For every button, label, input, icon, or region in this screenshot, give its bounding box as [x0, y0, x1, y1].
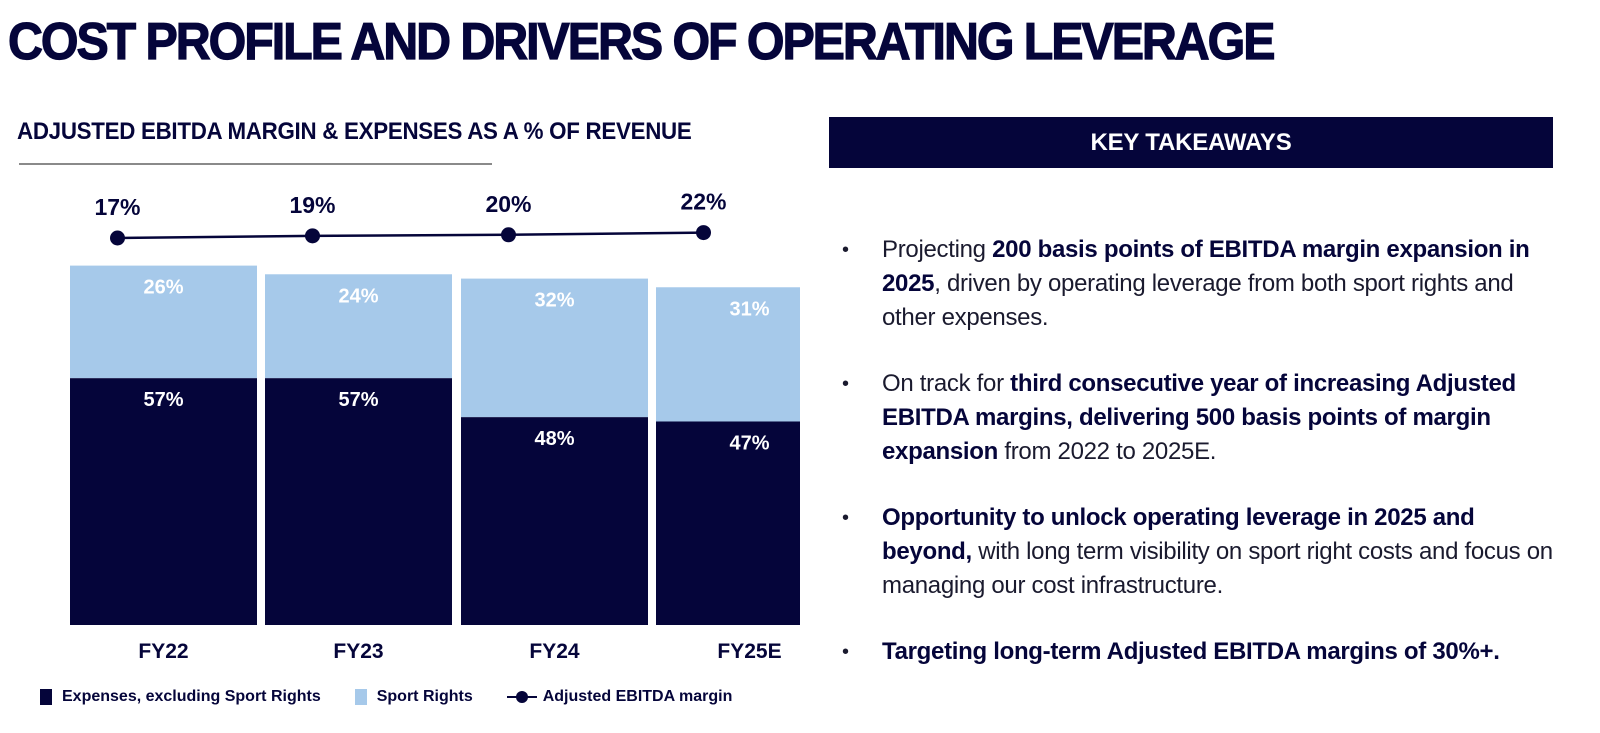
ebitda-margin-marker [501, 227, 516, 243]
takeaway-item: On track for third consecutive year of i… [840, 367, 1560, 469]
bar-sport-rights [265, 274, 452, 379]
legend-label: Expenses, excluding Sport Rights [62, 688, 321, 705]
takeaway-text: Projecting [882, 236, 993, 263]
x-tick-label: FY25E [717, 640, 781, 663]
bar-expenses [265, 378, 452, 625]
chart-legend: Expenses, excluding Sport Rights Sport R… [40, 685, 766, 709]
takeaway-text: from 2022 to 2025E. [998, 438, 1217, 465]
legend-swatch-expenses [40, 689, 52, 705]
data-label-sport-rights: 24% [338, 285, 378, 307]
stacked-bar-line-chart: 26% 57% FY22 24% 57% FY23 32% 48% FY24 31% 47% FY25… [70, 189, 800, 663]
data-label-ebitda-margin: 19% [289, 192, 335, 218]
bar-expenses [656, 421, 800, 625]
takeaway-text: On track for [882, 370, 1011, 397]
takeaway-item: Projecting 200 basis points of EBITDA ma… [840, 233, 1560, 335]
data-label-expenses: 47% [729, 432, 769, 454]
data-label-expenses: 57% [338, 389, 378, 411]
bar-expenses [70, 378, 257, 625]
data-label-sport-rights: 32% [534, 290, 574, 312]
legend-label: Adjusted EBITDA margin [542, 688, 733, 705]
ebitda-margin-marker [305, 228, 320, 244]
x-tick-label: FY24 [529, 640, 580, 663]
takeaway-text: with long term visibility on sport right… [882, 538, 1553, 599]
takeaway-emphasis: 200 basis points of EBITDA margin expans… [882, 236, 1530, 297]
data-label-expenses: 48% [534, 428, 574, 450]
data-label-sport-rights: 31% [729, 298, 769, 320]
takeaway-emphasis: Opportunity to unlock operating leverage… [882, 504, 1475, 565]
legend-label: Sport Rights [376, 688, 473, 705]
bar-sport-rights [70, 265, 257, 379]
legend-item-sport-rights: Sport Rights [354, 688, 473, 706]
takeaway-emphasis: third consecutive year of increasing Adj… [882, 370, 1516, 465]
x-tick-label: FY23 [333, 640, 383, 663]
key-takeaways-header: KEY TAKEAWAYS [829, 117, 1553, 168]
data-label-expenses: 57% [143, 389, 183, 411]
ebitda-margin-marker [110, 230, 125, 246]
data-label-sport-rights: 26% [143, 277, 183, 299]
data-label-ebitda-margin: 22% [680, 189, 726, 215]
legend-item-expenses: Expenses, excluding Sport Rights [40, 688, 321, 706]
bar-sport-rights [461, 278, 648, 418]
bar-expenses [461, 417, 648, 625]
legend-item-ebitda-margin: Adjusted EBITDA margin [506, 688, 733, 706]
legend-swatch-sport-rights [354, 689, 367, 705]
key-takeaways-title: KEY TAKEAWAYS [1090, 128, 1292, 156]
takeaway-item: Targeting long-term Adjusted EBITDA marg… [840, 635, 1560, 669]
ebitda-margin-line [117, 231, 704, 240]
takeaway-emphasis: Targeting long-term Adjusted EBITDA marg… [882, 638, 1500, 665]
key-takeaways-list: Projecting 200 basis points of EBITDA ma… [840, 233, 1560, 701]
bar-sport-rights [656, 287, 800, 422]
data-label-ebitda-margin: 17% [94, 194, 140, 220]
page-title: COST PROFILE AND DRIVERS OF OPERATING LE… [7, 12, 1276, 71]
takeaway-item: Opportunity to unlock operating leverage… [840, 501, 1560, 603]
chart-title: ADJUSTED EBITDA MARGIN & EXPENSES AS A %… [17, 118, 692, 145]
takeaway-text: , driven by operating leverage from both… [882, 270, 1514, 331]
data-label-ebitda-margin: 20% [485, 191, 531, 217]
line-marker-icon [506, 689, 537, 705]
chart-title-divider [19, 163, 492, 165]
ebitda-margin-marker [696, 225, 711, 241]
x-tick-label: FY22 [138, 640, 188, 663]
